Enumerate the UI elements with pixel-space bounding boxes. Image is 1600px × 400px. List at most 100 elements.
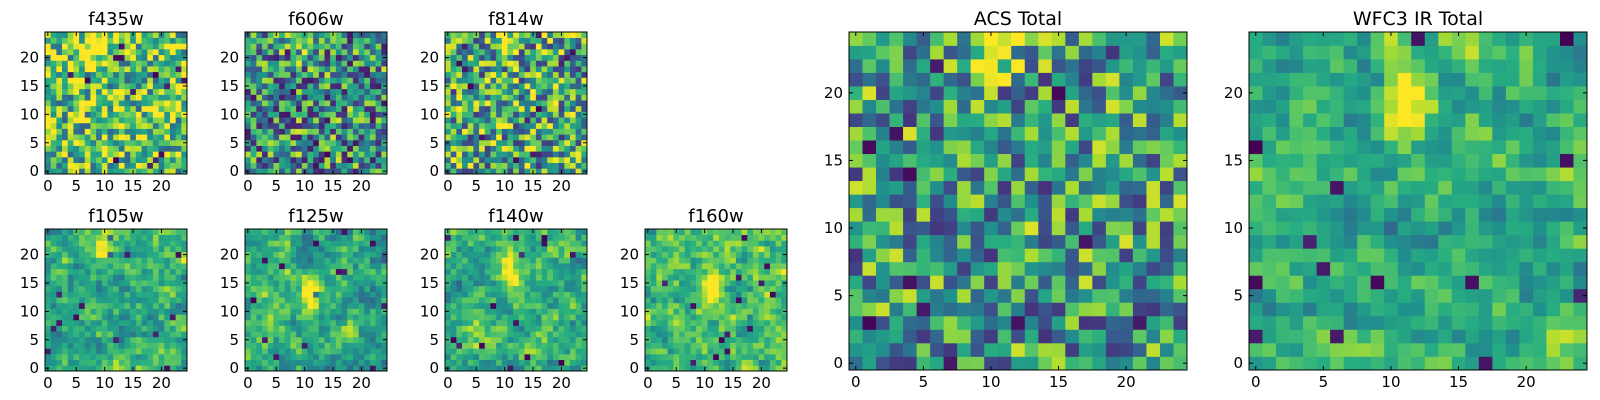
heatmap-cell bbox=[307, 240, 314, 247]
heatmap-cell bbox=[741, 268, 748, 275]
heatmap-cell bbox=[245, 257, 252, 264]
heatmap-cell bbox=[724, 342, 731, 349]
heatmap-cell bbox=[169, 285, 176, 292]
heatmap-cell bbox=[273, 100, 280, 107]
heatmap-cell bbox=[564, 83, 571, 90]
heatmap-cell bbox=[764, 257, 771, 264]
heatmap-cell bbox=[724, 348, 731, 355]
heatmap-cell bbox=[558, 128, 565, 135]
heatmap-cell bbox=[381, 105, 388, 112]
heatmap-cell bbox=[130, 319, 137, 326]
heatmap-cell bbox=[341, 325, 348, 332]
heatmap-cell bbox=[279, 71, 286, 78]
heatmap-cell bbox=[547, 251, 554, 258]
heatmap-cell bbox=[473, 151, 480, 158]
heatmap-cell bbox=[581, 285, 588, 292]
heatmap-cell bbox=[564, 274, 571, 281]
heatmap-cell bbox=[462, 49, 469, 56]
heatmap-cell bbox=[684, 297, 691, 304]
heatmap-cell bbox=[450, 32, 457, 39]
heatmap-cell bbox=[970, 194, 985, 209]
heatmap-cell bbox=[262, 263, 269, 270]
heatmap-cell bbox=[250, 234, 257, 241]
heatmap-cell bbox=[547, 156, 554, 163]
heatmap-cell bbox=[445, 240, 452, 247]
heatmap-cell bbox=[375, 105, 382, 112]
heatmap-cell bbox=[456, 156, 463, 163]
heatmap-cell bbox=[889, 234, 904, 249]
heatmap-cell bbox=[524, 353, 531, 360]
heatmap-cell bbox=[256, 280, 263, 287]
heatmap-cell bbox=[541, 49, 548, 56]
heatmap-cell bbox=[45, 77, 52, 84]
heatmap-cell bbox=[673, 274, 680, 281]
heatmap-cell bbox=[769, 308, 776, 315]
heatmap-cell bbox=[324, 117, 331, 124]
heatmap-cell bbox=[307, 54, 314, 61]
heatmap-cell bbox=[135, 88, 142, 95]
heatmap-cell bbox=[970, 329, 985, 344]
heatmap-cell bbox=[290, 151, 297, 158]
heatmap-cell bbox=[107, 32, 114, 39]
heatmap-cell bbox=[113, 128, 120, 135]
heatmap-cell bbox=[245, 122, 252, 129]
heatmap-cell bbox=[524, 291, 531, 298]
heatmap-cell bbox=[279, 100, 286, 107]
heatmap-cell bbox=[369, 280, 376, 287]
heatmap-cell bbox=[79, 257, 86, 264]
heatmap-cell bbox=[662, 302, 669, 309]
heatmap-cell bbox=[164, 234, 171, 241]
heatmap-cell bbox=[916, 194, 931, 209]
heatmap-cell bbox=[445, 162, 452, 169]
heatmap-cell bbox=[569, 32, 576, 39]
heatmap-cell bbox=[141, 88, 148, 95]
heatmap-cell bbox=[147, 257, 154, 264]
heatmap-cell bbox=[79, 263, 86, 270]
heatmap-cell bbox=[581, 128, 588, 135]
heatmap-cell bbox=[752, 268, 759, 275]
heatmap-cell bbox=[79, 100, 86, 107]
heatmap-cell bbox=[501, 156, 508, 163]
heatmap-cell bbox=[513, 156, 520, 163]
heatmap-cell bbox=[256, 88, 263, 95]
y-tick-label: 15 bbox=[620, 274, 639, 292]
heatmap-cell bbox=[118, 325, 125, 332]
heatmap-cell bbox=[152, 319, 159, 326]
heatmap-cell bbox=[513, 325, 520, 332]
heatmap-cell bbox=[169, 268, 176, 275]
heatmap-cell bbox=[79, 71, 86, 78]
heatmap-cell bbox=[96, 128, 103, 135]
heatmap-cell bbox=[124, 348, 131, 355]
heatmap-cell bbox=[484, 156, 491, 163]
heatmap-cell bbox=[290, 302, 297, 309]
heatmap-cell bbox=[267, 297, 274, 304]
heatmap-cell bbox=[375, 94, 382, 101]
heatmap-cell bbox=[50, 37, 57, 44]
heatmap-cell bbox=[364, 251, 371, 258]
heatmap-cell bbox=[113, 263, 120, 270]
heatmap-cell bbox=[943, 221, 958, 236]
heatmap-cell bbox=[735, 280, 742, 287]
heatmap-cell bbox=[496, 139, 503, 146]
heatmap-cell bbox=[984, 315, 999, 330]
heatmap-cell bbox=[84, 94, 91, 101]
heatmap-cell bbox=[67, 240, 74, 247]
heatmap-cell bbox=[141, 229, 148, 236]
heatmap-cell bbox=[718, 285, 725, 292]
heatmap-cell bbox=[1146, 342, 1161, 357]
heatmap-cell bbox=[347, 43, 354, 50]
heatmap-cell bbox=[558, 240, 565, 247]
heatmap-cell bbox=[1078, 167, 1093, 182]
heatmap-cell bbox=[445, 77, 452, 84]
heatmap-cell bbox=[147, 66, 154, 73]
heatmap-cell bbox=[467, 365, 474, 372]
heatmap-cell bbox=[569, 151, 576, 158]
heatmap-cell bbox=[450, 100, 457, 107]
heatmap-cell bbox=[296, 263, 303, 270]
heatmap-cell bbox=[1011, 194, 1026, 209]
heatmap-cell bbox=[45, 71, 52, 78]
heatmap-cell bbox=[330, 117, 337, 124]
heatmap-cell bbox=[279, 77, 286, 84]
heatmap-cell bbox=[279, 134, 286, 141]
heatmap-cell bbox=[96, 88, 103, 95]
